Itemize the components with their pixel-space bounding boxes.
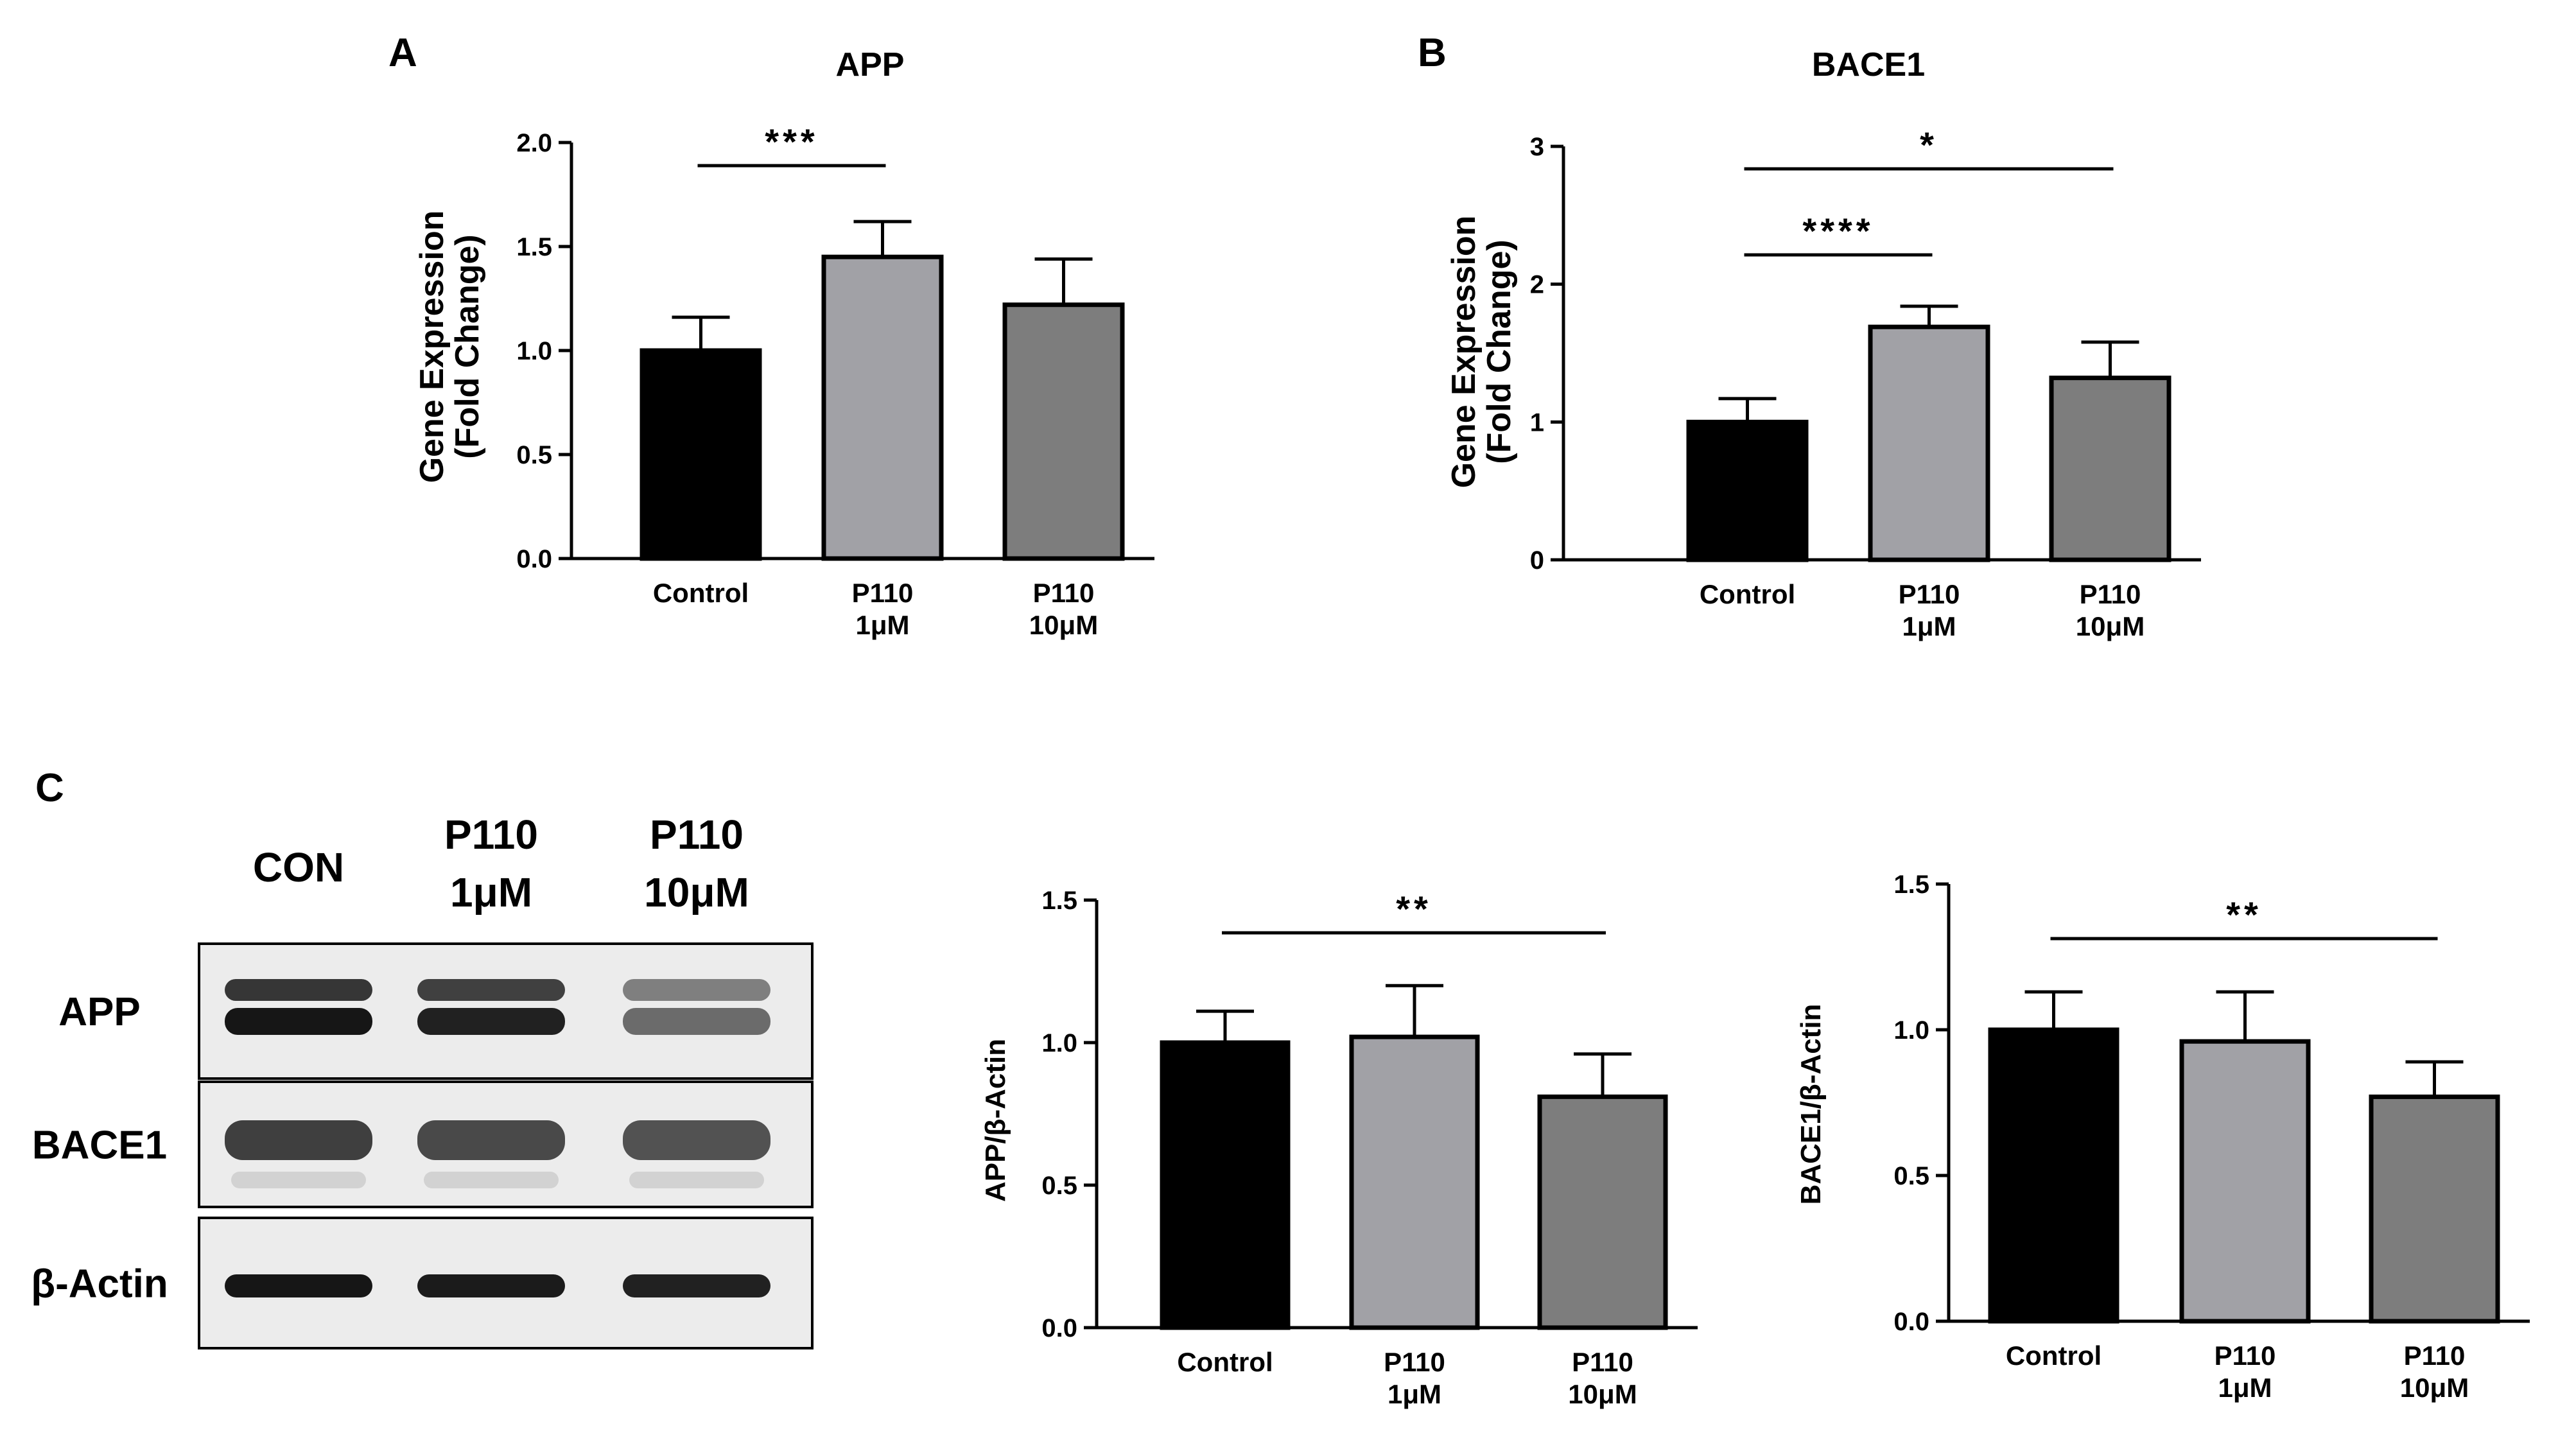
blot-band [623, 1120, 770, 1160]
x-tick-label: Control [2006, 1340, 2102, 1371]
y-tick-label: 2.0 [516, 129, 552, 157]
x-tick-label-line2: 10μM [1029, 610, 1098, 640]
y-tick-label: 0.5 [516, 441, 552, 469]
y-tick-label: 1.5 [1041, 887, 1077, 915]
y-tick-label: 1.5 [516, 233, 552, 261]
panel-letter-a: A [388, 31, 417, 75]
x-tick-label-line2: 10μM [2400, 1373, 2469, 1403]
x-tick-label-line2: 10μM [2076, 611, 2145, 641]
bar [1349, 1034, 1480, 1330]
y-tick-label: 0.5 [1893, 1162, 1929, 1190]
x-tick-label: P110 [2404, 1340, 2466, 1371]
x-tick-label: P110 [2215, 1340, 2276, 1371]
blot-row-label: β-Actin [31, 1262, 168, 1306]
x-tick-label: P110 [1899, 579, 1960, 609]
bar [1002, 302, 1125, 561]
lane-label: P110 [444, 811, 538, 858]
y-tick-label: 0.0 [1041, 1314, 1077, 1342]
blot-band [417, 979, 565, 1001]
y-tick-label: 0.5 [1041, 1172, 1077, 1200]
x-tick-label: P110 [852, 578, 914, 608]
lane-label: P110 [650, 811, 744, 858]
chart-app-gene-expression: APP Gene Expression(Fold Change) 0.0 0.5 1.0… [413, 46, 1154, 640]
x-tick-label-line2: 1μM [1388, 1379, 1441, 1409]
x-tick-label: P110 [1033, 578, 1095, 608]
significance-label: *** [765, 121, 818, 162]
bar [2049, 376, 2171, 562]
blot-band [225, 1008, 372, 1035]
y-axis-label: BACE1/β-Actin [1795, 1004, 1827, 1205]
bar [1868, 324, 1990, 562]
y-tick-label: 1 [1530, 408, 1544, 437]
lane-label: CON [253, 844, 344, 890]
y-tick-label: 0.0 [1893, 1308, 1929, 1336]
lane-label-line2: 1μM [450, 869, 532, 915]
chart-bace1-gene-expression: BACE1 Gene Expression(Fold Change) 0 1 2 3 Con… [1445, 46, 2201, 641]
significance-label: ** [1396, 889, 1432, 929]
blot-band [623, 1008, 770, 1035]
x-tick-label: Control [1700, 579, 1795, 609]
western-blot: CON P110 1μM P110 10μM APP BACE1 β-Actin [31, 811, 814, 1349]
x-tick-label: P110 [1384, 1347, 1445, 1377]
blot-band [417, 1008, 565, 1035]
bar [640, 348, 762, 561]
chart-title: BACE1 [1812, 46, 1925, 83]
blot-band [623, 1274, 770, 1297]
bar [2369, 1094, 2500, 1324]
x-tick-label-line2: 1μM [1902, 611, 1956, 641]
x-tick-label-line2: 1μM [2218, 1373, 2272, 1403]
y-tick-label: 3 [1530, 133, 1544, 161]
lane-label-line2: 10μM [644, 869, 749, 915]
x-tick-label-line2: 1μM [855, 610, 909, 640]
y-tick-label: 0.0 [516, 545, 552, 573]
bar [1686, 419, 1809, 562]
y-axis-label: APP/β-Actin [980, 1039, 1011, 1202]
blot-band [225, 1274, 372, 1297]
blot-row-label: BACE1 [32, 1123, 167, 1168]
bar [821, 254, 944, 561]
y-tick-label: 1.0 [1041, 1029, 1077, 1057]
bar [1988, 1027, 2119, 1324]
blot-band [623, 979, 770, 1001]
y-tick-label: 2 [1530, 271, 1544, 299]
y-tick-label: 1.0 [516, 337, 552, 365]
y-axis-label-line2: (Fold Change) [449, 234, 486, 459]
y-axis-label: Gene Expression [1445, 216, 1483, 489]
x-tick-label: Control [1177, 1347, 1273, 1377]
significance-label: **** [1802, 211, 1874, 251]
bar [1537, 1094, 1668, 1330]
blot-band-faint [629, 1172, 764, 1188]
x-tick-label-line2: 10μM [1568, 1379, 1637, 1409]
bar [2179, 1039, 2311, 1324]
blot-row-label: APP [58, 990, 140, 1034]
blot-band [225, 979, 372, 1001]
blot-band [417, 1120, 565, 1160]
x-tick-label: P110 [2080, 579, 2141, 609]
bar [1160, 1040, 1291, 1330]
panel-letter-c: C [35, 766, 64, 810]
blot-band [225, 1120, 372, 1160]
y-tick-label: 0 [1530, 546, 1544, 575]
x-tick-label: P110 [1572, 1347, 1633, 1377]
y-axis-label: Gene Expression [413, 211, 451, 483]
x-tick-label: Control [653, 578, 749, 608]
blot-band [417, 1274, 565, 1297]
blot-band-faint [231, 1172, 366, 1188]
significance-label: ** [2226, 894, 2262, 935]
significance-label: * [1920, 125, 1938, 165]
y-tick-label: 1.0 [1893, 1016, 1929, 1045]
y-axis-label-line2: (Fold Change) [1481, 239, 1518, 464]
y-tick-label: 1.5 [1893, 871, 1929, 899]
panel-letter-b: B [1418, 31, 1447, 75]
chart-title: APP [836, 46, 905, 83]
blot-band-faint [424, 1172, 559, 1188]
